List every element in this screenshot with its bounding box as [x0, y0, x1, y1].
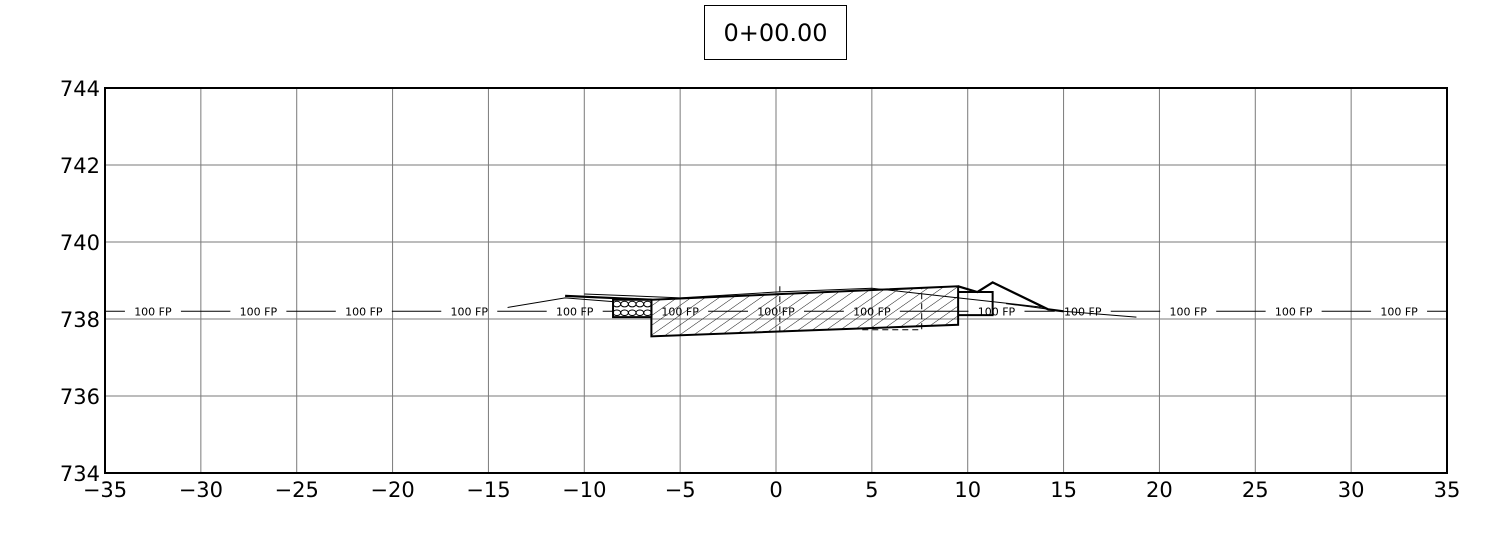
section-hatched-shape — [650, 285, 960, 338]
y-tick-label: 742 — [60, 154, 100, 178]
station-label: 0+00.00 — [704, 5, 847, 60]
plot-frame — [104, 87, 1448, 474]
x-tick-label: −5 — [665, 478, 696, 502]
x-tick-label: 10 — [954, 478, 981, 502]
floodplain-label: 100 FP — [134, 305, 172, 318]
x-axis-tick-labels: −35 −30 −25 −20 −15 −10 −5 0 5 10 15 20 25 30 35 — [83, 478, 1461, 502]
section-geometry — [507, 281, 1137, 338]
grid-lines — [104, 87, 1448, 474]
x-tick-label: 15 — [1050, 478, 1077, 502]
floodplain-label: 100 FP — [1064, 305, 1102, 318]
y-tick-label: 738 — [60, 308, 100, 332]
x-tick-label: 25 — [1242, 478, 1269, 502]
section-riprap-shape — [612, 298, 653, 319]
section-thin-shape — [1005, 303, 1137, 318]
floodplain-label: 100 FP — [345, 305, 383, 318]
floodplain-label: 100 FP — [556, 305, 594, 318]
floodplain-label: 100 FP — [1380, 305, 1418, 318]
x-tick-label: 0 — [769, 478, 782, 502]
y-tick-label: 734 — [60, 462, 100, 486]
y-tick-label: 736 — [60, 385, 100, 409]
y-tick-label: 744 — [60, 77, 100, 101]
floodplain-label: 100 FP — [978, 305, 1016, 318]
floodplain-label: 100 FP — [1275, 305, 1313, 318]
y-axis-tick-labels: 734 736 738 740 742 744 — [60, 77, 100, 486]
floodplain-label: 100 FP — [451, 305, 489, 318]
x-tick-label: 30 — [1338, 478, 1365, 502]
section-thin-shape — [507, 297, 614, 308]
section-thin-shape — [584, 287, 1045, 308]
floodplain-label: 100 FP — [240, 305, 278, 318]
floodplain-label: 100 FP — [1169, 305, 1207, 318]
riprap-rock — [643, 309, 652, 317]
riprap-rock — [643, 300, 652, 308]
x-tick-label: −10 — [562, 478, 606, 502]
x-tick-label: −35 — [83, 478, 127, 502]
x-tick-label: −15 — [466, 478, 510, 502]
x-tick-label: 5 — [865, 478, 878, 502]
x-tick-label: 35 — [1434, 478, 1461, 502]
y-tick-label: 740 — [60, 231, 100, 255]
x-tick-label: −30 — [179, 478, 223, 502]
x-tick-label: 20 — [1146, 478, 1173, 502]
x-tick-label: −25 — [275, 478, 319, 502]
x-tick-label: −20 — [370, 478, 414, 502]
